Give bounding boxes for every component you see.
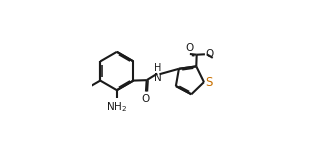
Text: H: H [154, 63, 162, 73]
Text: O: O [185, 43, 193, 53]
Text: O: O [141, 94, 150, 104]
Text: N: N [154, 73, 162, 83]
Text: NH$_2$: NH$_2$ [106, 100, 127, 114]
Text: O: O [205, 49, 214, 59]
Text: S: S [205, 76, 213, 89]
